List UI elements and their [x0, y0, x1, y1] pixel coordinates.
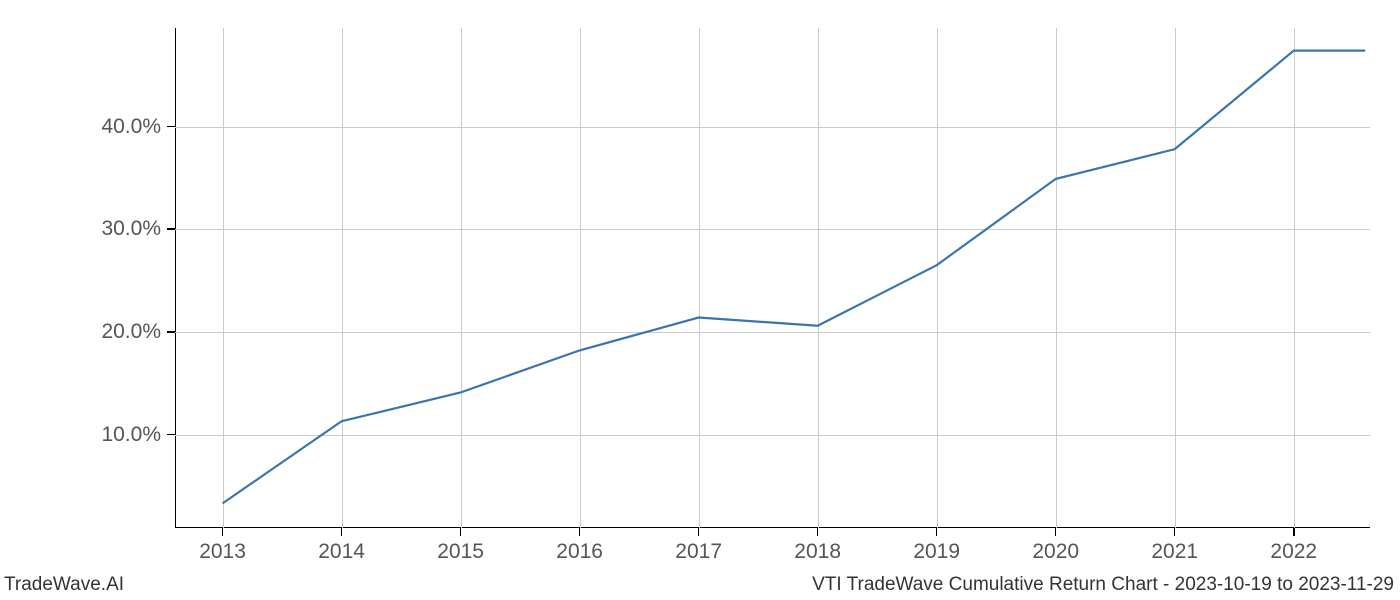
x-tick-label: 2017	[675, 540, 722, 564]
x-tick	[698, 528, 700, 536]
x-tick	[460, 528, 462, 536]
line-chart-svg	[175, 28, 1370, 528]
x-tick	[579, 528, 581, 536]
x-tick-label: 2013	[199, 540, 246, 564]
x-tick-label: 2015	[437, 540, 484, 564]
x-tick-label: 2014	[318, 540, 365, 564]
x-tick	[1174, 528, 1176, 536]
y-tick	[167, 126, 175, 128]
x-tick	[1055, 528, 1057, 536]
y-tick	[167, 434, 175, 436]
x-tick-label: 2016	[556, 540, 603, 564]
x-tick	[1293, 528, 1295, 536]
y-tick	[167, 331, 175, 333]
x-tick	[936, 528, 938, 536]
footer-caption: VTI TradeWave Cumulative Return Chart - …	[812, 574, 1394, 596]
x-tick-label: 2018	[794, 540, 841, 564]
y-tick-label: 30.0%	[101, 217, 161, 241]
y-tick	[167, 228, 175, 230]
data-line	[223, 51, 1366, 504]
x-tick-label: 2021	[1151, 540, 1198, 564]
y-tick-label: 20.0%	[101, 320, 161, 344]
x-tick	[341, 528, 343, 536]
y-tick-label: 10.0%	[101, 423, 161, 447]
x-tick	[817, 528, 819, 536]
x-tick	[222, 528, 224, 536]
y-tick-label: 40.0%	[101, 115, 161, 139]
x-tick-label: 2020	[1032, 540, 1079, 564]
x-tick-label: 2019	[913, 540, 960, 564]
footer-brand: TradeWave.AI	[4, 574, 124, 596]
x-tick-label: 2022	[1270, 540, 1317, 564]
chart-plot-area: 10.0%20.0%30.0%40.0% 2013201420152016201…	[175, 28, 1370, 528]
